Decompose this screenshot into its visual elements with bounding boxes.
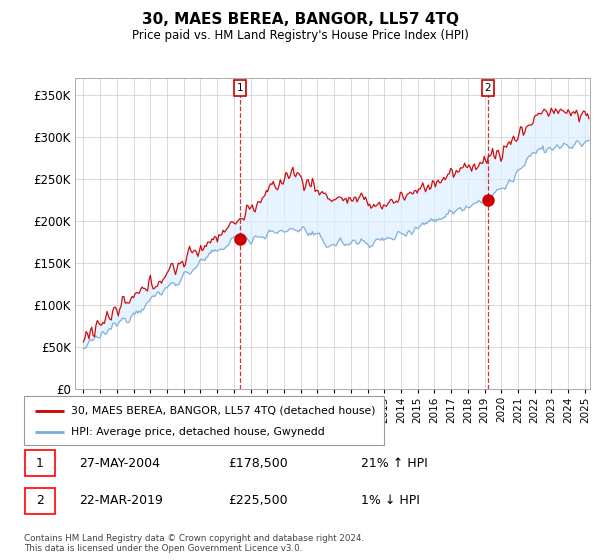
Bar <box>25 488 55 514</box>
Text: 27-MAY-2004: 27-MAY-2004 <box>79 456 160 470</box>
Text: £225,500: £225,500 <box>228 494 288 507</box>
Text: 2: 2 <box>36 494 44 507</box>
Text: 22-MAR-2019: 22-MAR-2019 <box>79 494 163 507</box>
Text: 1% ↓ HPI: 1% ↓ HPI <box>361 494 419 507</box>
Text: HPI: Average price, detached house, Gwynedd: HPI: Average price, detached house, Gwyn… <box>71 427 325 437</box>
Text: 30, MAES BEREA, BANGOR, LL57 4TQ (detached house): 30, MAES BEREA, BANGOR, LL57 4TQ (detach… <box>71 405 376 416</box>
Text: 21% ↑ HPI: 21% ↑ HPI <box>361 456 427 470</box>
Text: 2: 2 <box>485 83 491 93</box>
Text: £178,500: £178,500 <box>228 456 288 470</box>
Text: Contains HM Land Registry data © Crown copyright and database right 2024.
This d: Contains HM Land Registry data © Crown c… <box>24 534 364 553</box>
Bar <box>25 450 55 476</box>
Text: 1: 1 <box>237 83 244 93</box>
Text: 1: 1 <box>36 456 44 470</box>
Text: 30, MAES BEREA, BANGOR, LL57 4TQ: 30, MAES BEREA, BANGOR, LL57 4TQ <box>142 12 458 27</box>
Text: Price paid vs. HM Land Registry's House Price Index (HPI): Price paid vs. HM Land Registry's House … <box>131 29 469 42</box>
